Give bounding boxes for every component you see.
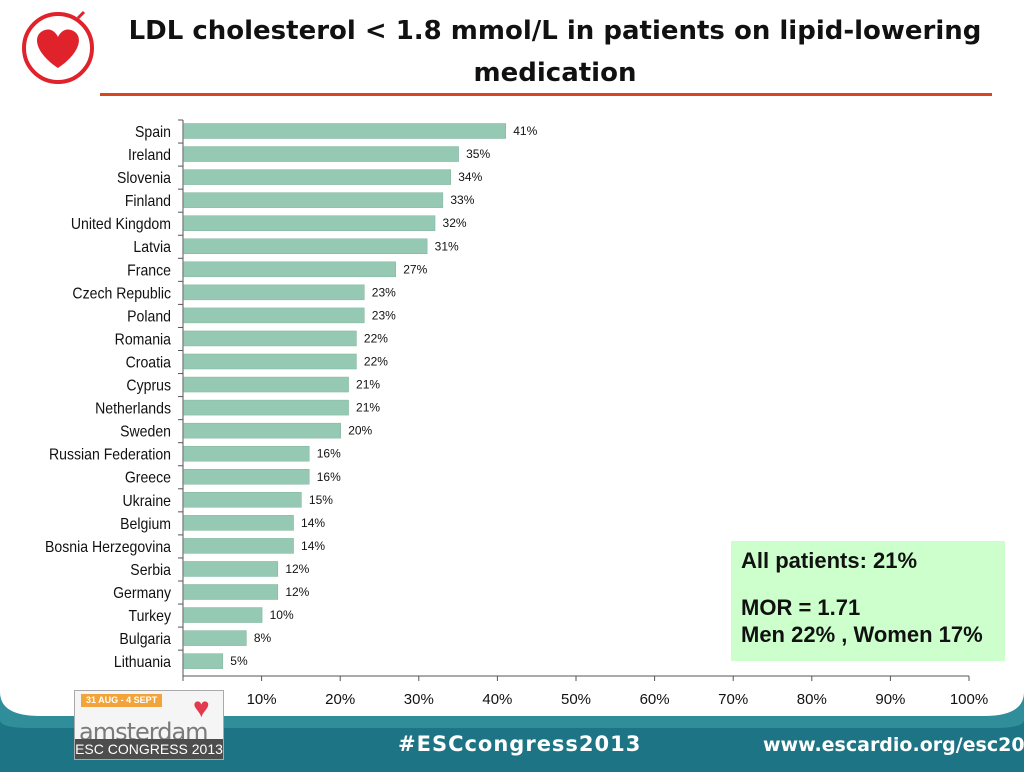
x-tick-label: 30% bbox=[404, 691, 434, 708]
category-label: Romania bbox=[115, 331, 172, 349]
value-label: 34% bbox=[458, 170, 482, 184]
value-label: 16% bbox=[317, 447, 341, 461]
category-label: Ireland bbox=[128, 146, 171, 164]
bar bbox=[183, 376, 349, 393]
value-label: 23% bbox=[372, 285, 396, 299]
x-tick-label: 100% bbox=[950, 691, 988, 708]
value-label: 27% bbox=[403, 262, 427, 276]
summary-all-patients: All patients: 21% bbox=[741, 548, 918, 573]
value-label: 22% bbox=[364, 355, 388, 369]
bar-chart: Spain 41% Ireland 35% Slovenia 34% Finland 33% U… bbox=[45, 119, 988, 708]
bar bbox=[183, 445, 310, 462]
bar bbox=[183, 307, 365, 324]
value-label: 21% bbox=[356, 378, 380, 392]
category-label: Czech Republic bbox=[72, 285, 171, 303]
value-label: 10% bbox=[270, 608, 294, 622]
category-label: Germany bbox=[113, 584, 171, 602]
x-tick-label: 50% bbox=[561, 691, 591, 708]
bar bbox=[183, 653, 224, 669]
bar bbox=[183, 607, 263, 623]
bar bbox=[183, 561, 279, 577]
hashtag: #ESCcongress2013 bbox=[398, 732, 642, 756]
heart-icon bbox=[22, 10, 94, 84]
x-tick-label: 10% bbox=[247, 691, 277, 708]
category-label: Poland bbox=[127, 308, 171, 326]
bar bbox=[183, 169, 451, 185]
value-label: 31% bbox=[435, 239, 459, 253]
bar bbox=[183, 261, 396, 278]
category-label: Finland bbox=[125, 192, 171, 210]
x-tick-label: 80% bbox=[797, 691, 827, 708]
value-label: 33% bbox=[450, 193, 474, 207]
value-label: 12% bbox=[285, 562, 309, 576]
bar bbox=[183, 284, 365, 301]
bar bbox=[183, 146, 459, 162]
badge-dates: 31 AUG - 4 SEPT bbox=[81, 694, 163, 707]
category-label: Greece bbox=[125, 469, 171, 487]
summary-men-women: Men 22% , Women 17% bbox=[741, 622, 983, 647]
badge-congress: ESC CONGRESS 2013 bbox=[75, 739, 223, 759]
site-url[interactable]: www.escardio.org/esc2013 bbox=[763, 734, 1024, 756]
bar bbox=[183, 422, 341, 439]
bar bbox=[183, 192, 444, 208]
summary-box: All patients: 21% MOR = 1.71 Men 22% , W… bbox=[731, 541, 1005, 661]
congress-badge: 31 AUG - 4 SEPT ♥ amsterdam ESC CONGRESS… bbox=[74, 690, 224, 760]
x-tick-label: 20% bbox=[325, 691, 355, 708]
category-label: Serbia bbox=[130, 561, 171, 579]
bar bbox=[183, 238, 428, 254]
category-label: Netherlands bbox=[95, 400, 171, 418]
x-tick-label: 40% bbox=[482, 691, 512, 708]
x-tick-label: 60% bbox=[640, 691, 670, 708]
value-label: 12% bbox=[285, 585, 309, 599]
category-label: Cyprus bbox=[126, 377, 171, 395]
category-label: Belgium bbox=[120, 515, 171, 533]
value-label: 14% bbox=[301, 516, 325, 530]
bar bbox=[183, 538, 294, 554]
category-label: Bulgaria bbox=[119, 630, 171, 648]
bar bbox=[183, 330, 357, 347]
category-label: Croatia bbox=[126, 354, 172, 372]
bar bbox=[183, 630, 247, 646]
bar bbox=[183, 123, 507, 139]
value-label: 15% bbox=[309, 493, 333, 507]
bar bbox=[183, 469, 310, 485]
category-label: Latvia bbox=[133, 238, 171, 256]
x-tick-label: 70% bbox=[718, 691, 748, 708]
value-label: 35% bbox=[466, 147, 490, 161]
summary-mor: MOR = 1.71 bbox=[741, 595, 861, 620]
bar bbox=[183, 492, 302, 508]
title-divider bbox=[100, 93, 992, 96]
category-label: Bosnia Herzegovina bbox=[45, 538, 172, 556]
category-label: France bbox=[127, 261, 171, 279]
value-label: 22% bbox=[364, 331, 388, 345]
page-title: LDL cholesterol < 1.8 mmol/L in patients… bbox=[128, 16, 982, 88]
category-label: Ukraine bbox=[123, 492, 171, 510]
value-label: 41% bbox=[513, 124, 537, 138]
value-label: 5% bbox=[230, 654, 248, 668]
bar bbox=[183, 353, 357, 370]
category-label: Spain bbox=[135, 123, 171, 141]
value-label: 14% bbox=[301, 539, 325, 553]
bar bbox=[183, 584, 279, 600]
value-label: 20% bbox=[348, 424, 372, 438]
value-label: 8% bbox=[254, 631, 272, 645]
category-label: Russian Federation bbox=[49, 446, 171, 464]
bar bbox=[183, 399, 349, 416]
bar bbox=[183, 215, 436, 231]
badge-heart-icon: ♥ bbox=[193, 692, 210, 723]
category-label: Turkey bbox=[129, 607, 172, 625]
value-label: 23% bbox=[372, 308, 396, 322]
value-label: 32% bbox=[443, 216, 467, 230]
category-label: Slovenia bbox=[117, 169, 172, 187]
category-label: United Kingdom bbox=[71, 215, 171, 233]
x-tick-label: 90% bbox=[875, 691, 905, 708]
value-label: 16% bbox=[317, 470, 341, 484]
category-label: Lithuania bbox=[114, 653, 172, 671]
bar bbox=[183, 515, 294, 531]
category-label: Sweden bbox=[120, 423, 171, 441]
value-label: 21% bbox=[356, 401, 380, 415]
